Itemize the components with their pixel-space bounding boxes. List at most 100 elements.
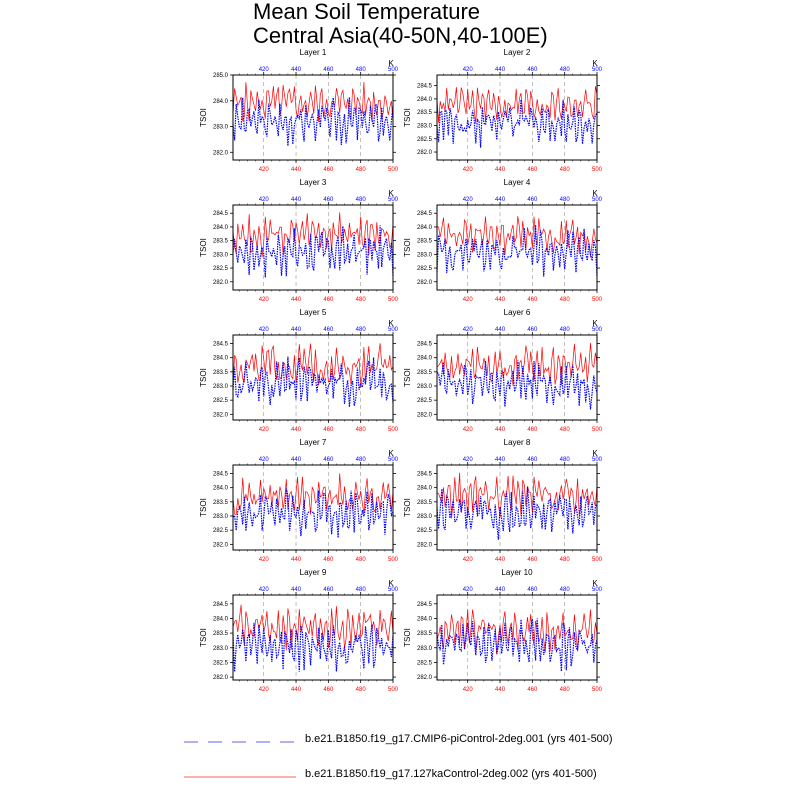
bottom-tick-label-420: 420 <box>463 427 474 433</box>
bottom-tick-label-500: 500 <box>388 167 399 173</box>
y-tick-label: 284.0 <box>213 616 229 622</box>
panel-title-layer-9: Layer 9 <box>300 568 327 577</box>
top-tick-label-460: 460 <box>323 587 334 593</box>
bottom-tick-label-480: 480 <box>560 557 571 563</box>
series-line-pi-control <box>436 99 598 148</box>
series-line-127ka-control <box>232 473 394 515</box>
top-tick-label-480: 480 <box>356 327 367 333</box>
top-tick-label-500: 500 <box>592 457 603 463</box>
bottom-tick-label-440: 440 <box>291 557 302 563</box>
top-tick-label-460: 460 <box>323 67 334 73</box>
series-line-pi-control <box>232 488 394 538</box>
top-tick-label-440: 440 <box>291 67 302 73</box>
bottom-tick-label-480: 480 <box>560 687 571 693</box>
bottom-tick-label-480: 480 <box>356 427 367 433</box>
top-tick-label-500: 500 <box>388 587 399 593</box>
y-tick-label: 284.0 <box>213 356 229 362</box>
series-line-pi-control <box>436 360 598 410</box>
series-line-127ka-control <box>232 604 394 651</box>
bottom-tick-label-500: 500 <box>592 557 603 563</box>
top-tick-label-500: 500 <box>388 197 399 203</box>
series-line-127ka-control <box>232 212 394 258</box>
top-tick-label-480: 480 <box>560 457 571 463</box>
top-tick-label-440: 440 <box>495 67 506 73</box>
y-tick-label: 283.5 <box>417 631 433 637</box>
panel-layer-6: Layer 6 K 420 420 440 440 460 460 480 480 500 500 28… <box>403 308 603 433</box>
y-tick-label: 284.0 <box>417 225 433 231</box>
y-tick-label: 284.0 <box>213 225 229 231</box>
bottom-tick-label-480: 480 <box>356 297 367 303</box>
y-tick-label: 283.5 <box>417 110 433 116</box>
y-tick-label: 283.5 <box>213 500 229 506</box>
bottom-tick-label-500: 500 <box>592 167 603 173</box>
y-tick-label: 283.5 <box>417 500 433 506</box>
y-tick-label: 282.5 <box>417 398 433 404</box>
bottom-tick-label-460: 460 <box>527 167 538 173</box>
y-axis-label: TSOI <box>199 368 208 387</box>
bottom-tick-label-420: 420 <box>259 687 270 693</box>
y-tick-label: 284.5 <box>417 211 433 217</box>
bottom-tick-label-480: 480 <box>560 297 571 303</box>
y-tick-label: 284.0 <box>417 486 433 492</box>
top-tick-label-460: 460 <box>527 457 538 463</box>
series-line-127ka-control <box>436 86 598 124</box>
panel-layer-9: Layer 9 K 420 420 440 440 460 460 480 480 500 500 28… <box>199 568 399 693</box>
panel-layer-1: Layer 1 K 420 420 440 440 460 460 480 480 500 500 28… <box>199 48 399 173</box>
top-tick-label-500: 500 <box>592 67 603 73</box>
bottom-tick-label-440: 440 <box>495 557 506 563</box>
y-tick-label: 284.5 <box>417 84 433 90</box>
bottom-tick-label-440: 440 <box>291 297 302 303</box>
y-tick-label: 284.5 <box>213 602 229 608</box>
y-tick-label: 284.5 <box>213 472 229 478</box>
y-axis-label: TSOI <box>403 368 412 387</box>
bottom-tick-label-460: 460 <box>527 687 538 693</box>
bottom-tick-label-480: 480 <box>356 557 367 563</box>
panel-title-layer-6: Layer 6 <box>504 308 531 317</box>
y-axis-label: TSOI <box>403 238 412 257</box>
panel-frame <box>232 464 394 551</box>
y-tick-label: 284.0 <box>417 616 433 622</box>
panel-layer-3: Layer 3 K 420 420 440 440 460 460 480 480 500 500 28… <box>199 178 399 303</box>
top-tick-label-500: 500 <box>388 327 399 333</box>
time-unit-label: K <box>592 319 598 328</box>
panel-frame <box>436 334 598 421</box>
top-tick-label-460: 460 <box>323 197 334 203</box>
top-tick-label-460: 460 <box>527 327 538 333</box>
panel-layer-8: Layer 8 K 420 420 440 440 460 460 480 480 500 500 28… <box>403 438 603 563</box>
y-tick-label: 285.0 <box>213 73 229 79</box>
top-tick-label-480: 480 <box>560 327 571 333</box>
time-unit-label: K <box>388 59 394 68</box>
panel-grid: Layer 1 K 420 420 440 440 460 460 480 480 500 500 28… <box>199 48 603 693</box>
y-axis-label: TSOI <box>199 238 208 257</box>
bottom-tick-label-440: 440 <box>291 167 302 173</box>
bottom-tick-label-460: 460 <box>323 687 334 693</box>
y-tick-label: 283.0 <box>417 384 433 390</box>
y-axis-label: TSOI <box>403 628 412 647</box>
panel-layer-5: Layer 5 K 420 420 440 440 460 460 480 480 500 500 28… <box>199 308 399 433</box>
y-tick-label: 282.0 <box>213 412 229 418</box>
y-tick-label: 283.0 <box>213 514 229 520</box>
bottom-tick-label-500: 500 <box>388 687 399 693</box>
y-tick-label: 284.5 <box>417 472 433 478</box>
series-line-127ka-control <box>436 342 598 386</box>
bottom-tick-label-460: 460 <box>323 297 334 303</box>
top-tick-label-480: 480 <box>356 197 367 203</box>
y-axis-label: TSOI <box>403 498 412 517</box>
panel-frame <box>436 204 598 291</box>
series-line-127ka-control <box>232 82 394 123</box>
y-axis-label: TSOI <box>199 498 208 517</box>
series-line-127ka-control <box>436 472 598 519</box>
bottom-tick-label-500: 500 <box>592 427 603 433</box>
y-axis-label: TSOI <box>199 108 208 127</box>
bottom-tick-label-440: 440 <box>495 297 506 303</box>
top-tick-label-480: 480 <box>356 67 367 73</box>
panel-title-layer-8: Layer 8 <box>504 438 531 447</box>
bottom-tick-label-420: 420 <box>259 297 270 303</box>
legend-swatch-dashed-blue <box>184 741 296 743</box>
bottom-tick-label-420: 420 <box>463 687 474 693</box>
top-tick-label-440: 440 <box>495 587 506 593</box>
y-tick-label: 284.5 <box>213 342 229 348</box>
time-unit-label: K <box>592 59 598 68</box>
bottom-tick-label-440: 440 <box>495 167 506 173</box>
chart-title-line-2: Central Asia(40-50N,40-100E) <box>253 23 548 48</box>
